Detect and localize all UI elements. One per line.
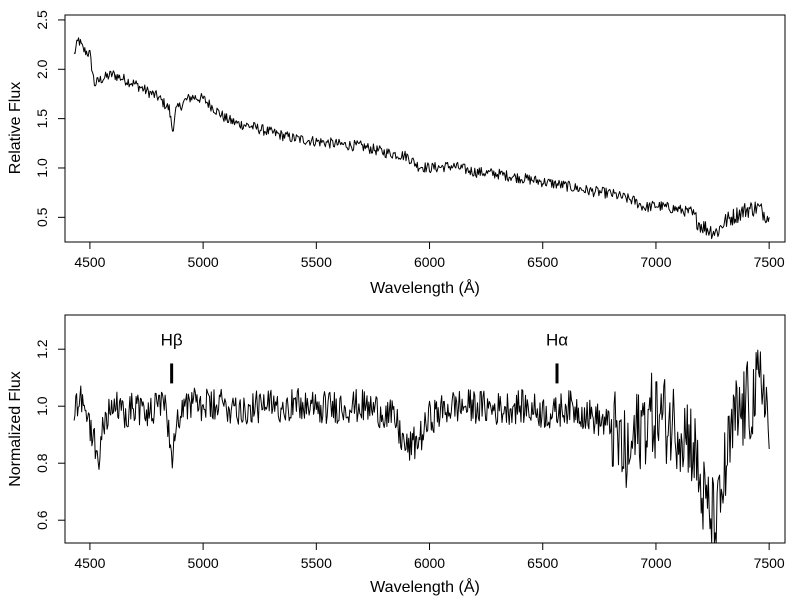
normalized-flux-plot-frame bbox=[64, 314, 786, 544]
relative-flux-x-tick-label: 5000 bbox=[188, 254, 219, 270]
relative-flux-y-tick-label: 0.5 bbox=[34, 207, 50, 227]
line-annotations: Hβ Hα bbox=[161, 330, 568, 384]
normalized-flux-x-tick-label: 5000 bbox=[188, 555, 219, 571]
normalized-flux-x-axis: 4500 5000 5500 6000 6500 7000 7500 bbox=[74, 543, 785, 571]
relative-flux-y-tick-label: 1.5 bbox=[34, 109, 50, 129]
h-alpha-label: Hα bbox=[546, 330, 568, 349]
normalized-flux-y-axis: 0.6 0.8 1.0 1.2 bbox=[34, 339, 65, 530]
relative-flux-x-tick-label: 6000 bbox=[414, 254, 445, 270]
relative-flux-x-tick-label: 7000 bbox=[640, 254, 671, 270]
relative-flux-x-tick-label: 7500 bbox=[754, 254, 785, 270]
normalized-flux-y-axis-title: Normalized Flux bbox=[7, 371, 24, 487]
normalized-flux-series-line bbox=[73, 349, 770, 544]
relative-flux-x-tick-label: 5500 bbox=[301, 254, 332, 270]
relative-flux-series-line bbox=[73, 37, 770, 240]
normalized-flux-x-tick-label: 5500 bbox=[301, 555, 332, 571]
relative-flux-y-tick-label: 2.0 bbox=[34, 59, 50, 79]
relative-flux-y-tick-label: 1.0 bbox=[34, 158, 50, 178]
normalized-flux-x-tick-label: 7000 bbox=[640, 555, 671, 571]
normalized-flux-x-tick-label: 7500 bbox=[754, 555, 785, 571]
relative-flux-panel: 4500 5000 5500 6000 6500 7000 7500 0.5 1.0 1.5 2.… bbox=[7, 10, 786, 297]
normalized-flux-y-tick-label: 0.6 bbox=[34, 510, 50, 530]
normalized-flux-y-tick-label: 1.0 bbox=[34, 396, 50, 416]
normalized-flux-y-tick-label: 1.2 bbox=[34, 339, 50, 359]
normalized-flux-y-tick-label: 0.8 bbox=[34, 453, 50, 473]
relative-flux-y-tick-label: 2.5 bbox=[34, 10, 50, 30]
relative-flux-x-axis: 4500 5000 5500 6000 6500 7000 7500 bbox=[74, 242, 785, 270]
normalized-flux-x-tick-label: 6500 bbox=[527, 555, 558, 571]
normalized-flux-panel: 4500 5000 5500 6000 6500 7000 7500 0.6 0.8 1.0 1.… bbox=[7, 314, 786, 596]
normalized-flux-x-tick-label: 4500 bbox=[74, 555, 105, 571]
relative-flux-y-axis-title: Relative Flux bbox=[7, 82, 24, 174]
normalized-flux-x-axis-title: Wavelength (Å) bbox=[370, 577, 480, 596]
relative-flux-x-tick-label: 4500 bbox=[74, 254, 105, 270]
h-beta-label: Hβ bbox=[161, 330, 183, 349]
relative-flux-plot-frame bbox=[64, 14, 786, 243]
relative-flux-x-axis-title: Wavelength (Å) bbox=[370, 278, 480, 297]
normalized-flux-x-tick-label: 6000 bbox=[414, 555, 445, 571]
relative-flux-y-axis: 0.5 1.0 1.5 2.0 2.5 bbox=[34, 10, 65, 227]
relative-flux-x-tick-label: 6500 bbox=[527, 254, 558, 270]
